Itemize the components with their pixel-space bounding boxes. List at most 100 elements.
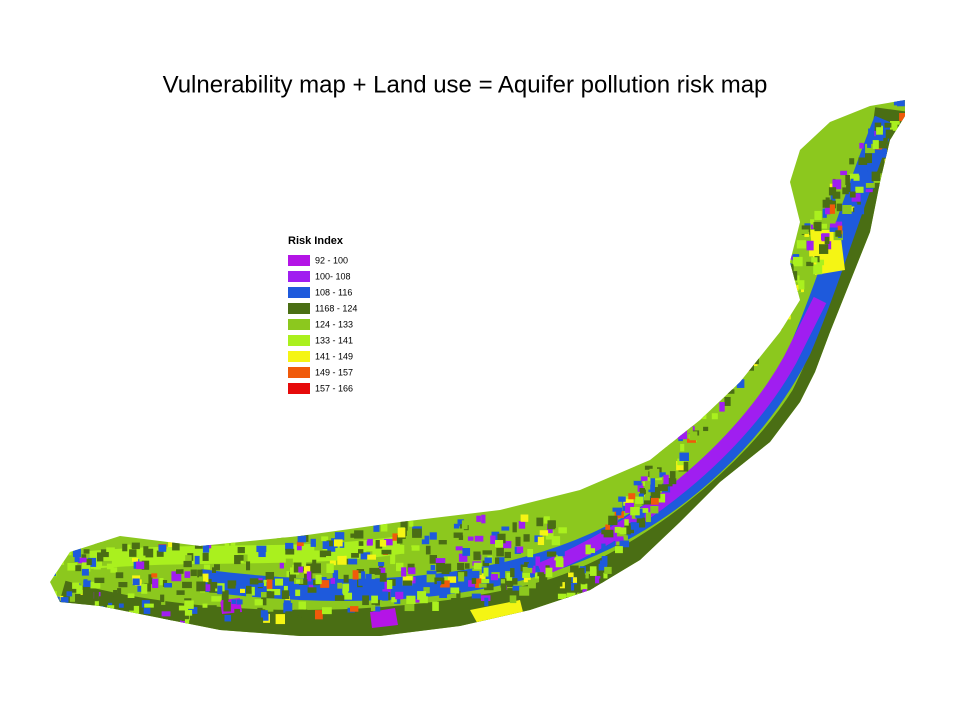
map-cell — [765, 318, 772, 325]
map-cell — [639, 488, 646, 495]
map-cell — [322, 607, 332, 615]
map-cell — [127, 593, 135, 598]
map-cell — [286, 531, 292, 537]
map-cell — [382, 591, 389, 601]
map-cell — [321, 536, 329, 545]
map-cell — [85, 592, 93, 602]
map-cell — [275, 578, 284, 586]
map-cell — [654, 441, 660, 449]
map-cell — [750, 355, 759, 365]
map-cell — [281, 590, 290, 600]
map-cell — [432, 598, 438, 604]
map-cell — [375, 589, 386, 594]
map-cell — [527, 579, 536, 589]
map-cell — [822, 208, 827, 218]
map-cell — [810, 219, 815, 229]
map-cell — [184, 619, 190, 625]
map-cell — [768, 325, 775, 334]
map-cell — [74, 614, 80, 623]
map-cell — [806, 248, 812, 256]
map-cell — [245, 546, 254, 552]
map-cell — [845, 175, 850, 185]
map-cell — [360, 552, 371, 560]
map-cell — [369, 567, 380, 575]
map-cell — [358, 549, 364, 554]
map-cell — [793, 256, 803, 267]
map-cell — [295, 589, 301, 597]
map-cell — [462, 548, 471, 556]
map-cell — [343, 570, 351, 575]
map-cell — [579, 567, 585, 576]
map-cell — [497, 533, 506, 544]
map-cell — [392, 533, 399, 541]
map-cell — [703, 426, 709, 432]
map-cell — [283, 585, 288, 591]
map-cell — [461, 520, 468, 530]
map-cell — [564, 628, 572, 636]
map-cell — [426, 574, 436, 583]
map-cell — [247, 535, 256, 541]
map-cell — [458, 572, 465, 582]
map-cell — [711, 413, 718, 420]
legend-swatch — [288, 367, 310, 378]
map-cell — [380, 522, 388, 532]
map-cell — [326, 540, 333, 547]
map-cell — [217, 585, 223, 595]
map-cell — [614, 526, 621, 533]
map-cell — [250, 586, 255, 596]
map-cell — [650, 506, 659, 514]
map-cell — [430, 565, 436, 571]
map-cell — [185, 555, 192, 566]
map-cell — [700, 391, 709, 401]
map-cell — [564, 579, 571, 588]
map-cell — [204, 584, 211, 592]
map-cell — [730, 373, 741, 381]
map-cell — [118, 582, 128, 588]
map-cell — [125, 544, 131, 550]
map-cell — [635, 496, 644, 504]
map-cell — [769, 325, 776, 332]
map-cell — [837, 225, 843, 235]
map-cell — [133, 605, 140, 614]
map-cell — [544, 590, 549, 600]
map-cell — [293, 609, 304, 616]
map-cell — [814, 221, 822, 232]
map-cell — [631, 512, 638, 519]
map-cell — [484, 597, 489, 607]
map-cell — [853, 175, 860, 181]
map-cell — [93, 564, 101, 570]
map-cell — [399, 545, 405, 554]
map-cell — [484, 557, 492, 564]
map-cell — [580, 594, 590, 605]
map-cell — [196, 581, 206, 592]
map-cell — [516, 546, 524, 553]
map-cell — [322, 541, 330, 550]
map-cell — [779, 268, 785, 274]
map-cell — [438, 540, 447, 545]
map-cell — [883, 137, 888, 145]
map-cell — [356, 569, 365, 574]
map-cell — [624, 525, 631, 535]
map-cell — [104, 619, 115, 624]
map-cell — [78, 589, 83, 600]
map-cell — [738, 351, 744, 361]
map-cell — [837, 182, 845, 188]
map-cell — [283, 602, 293, 613]
map-cell — [564, 615, 573, 622]
map-cell — [396, 535, 403, 544]
map-cell — [868, 128, 875, 138]
map-cell — [690, 394, 697, 405]
map-cell — [78, 557, 87, 564]
map-cell — [591, 589, 601, 595]
map-cell — [440, 580, 450, 588]
map-cell — [804, 232, 810, 237]
map-cell — [63, 549, 72, 556]
map-cell — [522, 567, 533, 573]
map-cell — [520, 514, 529, 522]
map-cell — [557, 578, 563, 587]
map-cell — [67, 563, 78, 571]
map-cell — [814, 210, 822, 220]
map-cell — [261, 592, 268, 598]
map-cell — [753, 343, 760, 350]
legend-label: 133 - 141 — [315, 335, 353, 345]
